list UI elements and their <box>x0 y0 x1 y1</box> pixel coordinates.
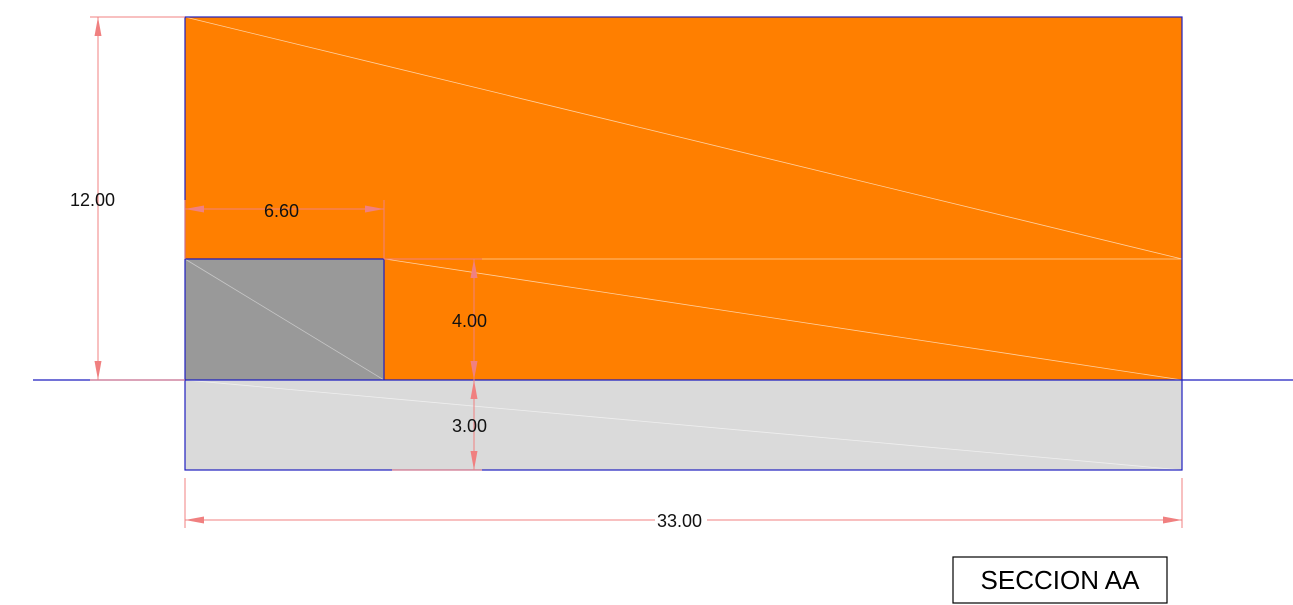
dimension-label-total-width: 33.00 <box>657 511 702 531</box>
dimension-gray-block-width <box>184 200 385 259</box>
dimension-lower-depth <box>392 380 482 471</box>
dimension-label-bg-total-width <box>655 511 707 529</box>
dimension-label-total-height: 12.00 <box>70 190 115 210</box>
dimension-label-gray-block-width: 6.60 <box>264 201 299 221</box>
dimension-label-upper-height: 4.00 <box>452 311 487 331</box>
title-box <box>952 556 1168 604</box>
gray-block-diagonal <box>184 258 385 381</box>
dimension-upper-height <box>384 258 482 380</box>
dimension-label-lower-depth: 3.00 <box>452 416 487 436</box>
lower-strip-diagonal <box>184 379 1183 471</box>
dimension-total-height <box>90 16 185 381</box>
section-title: SECCION AA <box>981 565 1141 595</box>
